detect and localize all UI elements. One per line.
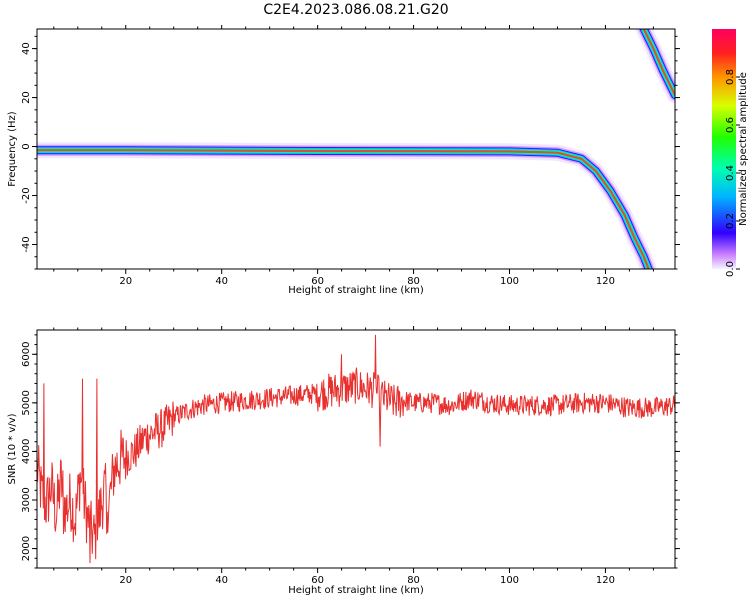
spectrogram-panel: 40 20 0 -20 -40 20 40 60 80 100 120 Height of str…: [7, 25, 680, 296]
y-tick-label: 2000: [21, 536, 32, 561]
colorbar-tick-label: 0.6: [725, 117, 736, 133]
y-tick-label: -40: [21, 236, 32, 252]
ridge-band: [37, 144, 655, 269]
snr-panel: 2000 3000 4000 5000 6000 20 40 60 80 100 120 Heig…: [7, 326, 680, 596]
colorbar-tick-label: 0.0: [725, 261, 736, 277]
x-tick-label: 120: [596, 276, 615, 287]
x-tick-label: 40: [215, 575, 228, 586]
ridge-band: [37, 146, 653, 269]
colorbar-tick-label: 0.4: [725, 165, 736, 181]
x-axis-ticks-top: 20 40 60 80 100 120: [53, 25, 654, 287]
ridge-alias: [635, 29, 675, 104]
x-tick-label: 80: [407, 276, 420, 287]
ridge-band: [37, 149, 650, 269]
snr-xlabel: Height of straight line (km): [288, 585, 424, 596]
y-tick-label: 20: [21, 91, 32, 104]
colorbar-tick-label: 0.8: [725, 69, 736, 85]
snr-plot-area: [37, 334, 675, 564]
ridge-main: [37, 142, 657, 269]
snr-frame: [36, 329, 676, 569]
x-tick-label: 20: [119, 575, 132, 586]
y-tick-label: 6000: [21, 342, 32, 367]
spectrogram-frame: [36, 28, 676, 270]
colorbar: 0.0 0.2 0.4 0.6 0.8 Normalized spectral ampl…: [712, 29, 749, 277]
colorbar-tick-label: 0.2: [725, 213, 736, 229]
ridge-band: [37, 148, 651, 269]
spectrogram-xlabel: Height of straight line (km): [288, 285, 424, 296]
snr-ylabel: SNR (10 * v/v): [7, 413, 18, 484]
spectrogram-ylabel: Frequency (Hz): [7, 111, 18, 187]
x-tick-label: 80: [407, 575, 420, 586]
ridge-band: [37, 142, 657, 269]
ridge-band: [642, 29, 675, 97]
y-axis-ticks-bottom: 2000 3000 4000 5000 6000: [21, 334, 680, 569]
y-tick-label: -20: [21, 187, 32, 203]
x-axis-ticks-bottom: 20 40 60 80 100 120: [53, 326, 654, 586]
figure-title: C2E4.2023.086.08.21.G20: [263, 2, 448, 18]
y-tick-label: 4000: [21, 439, 32, 464]
x-tick-label: 20: [119, 276, 132, 287]
spectrogram-plot-area: [37, 29, 675, 269]
colorbar-gradient: [712, 29, 736, 269]
y-tick-label: 3000: [21, 487, 32, 512]
x-tick-label: 60: [311, 276, 324, 287]
y-tick-label: 5000: [21, 390, 32, 415]
y-tick-label: 40: [21, 42, 32, 55]
colorbar-ticks: 0.0 0.2 0.4 0.6 0.8: [725, 69, 740, 277]
x-tick-label: 100: [500, 276, 519, 287]
y-tick-label: 0: [21, 143, 32, 149]
x-tick-label: 120: [596, 575, 615, 586]
ridge-band: [37, 147, 652, 269]
colorbar-label: Normalized spectral amplitude: [738, 72, 749, 226]
x-tick-label: 100: [500, 575, 519, 586]
x-tick-label: 60: [311, 575, 324, 586]
snr-series-line: [37, 334, 675, 564]
x-tick-label: 40: [215, 276, 228, 287]
